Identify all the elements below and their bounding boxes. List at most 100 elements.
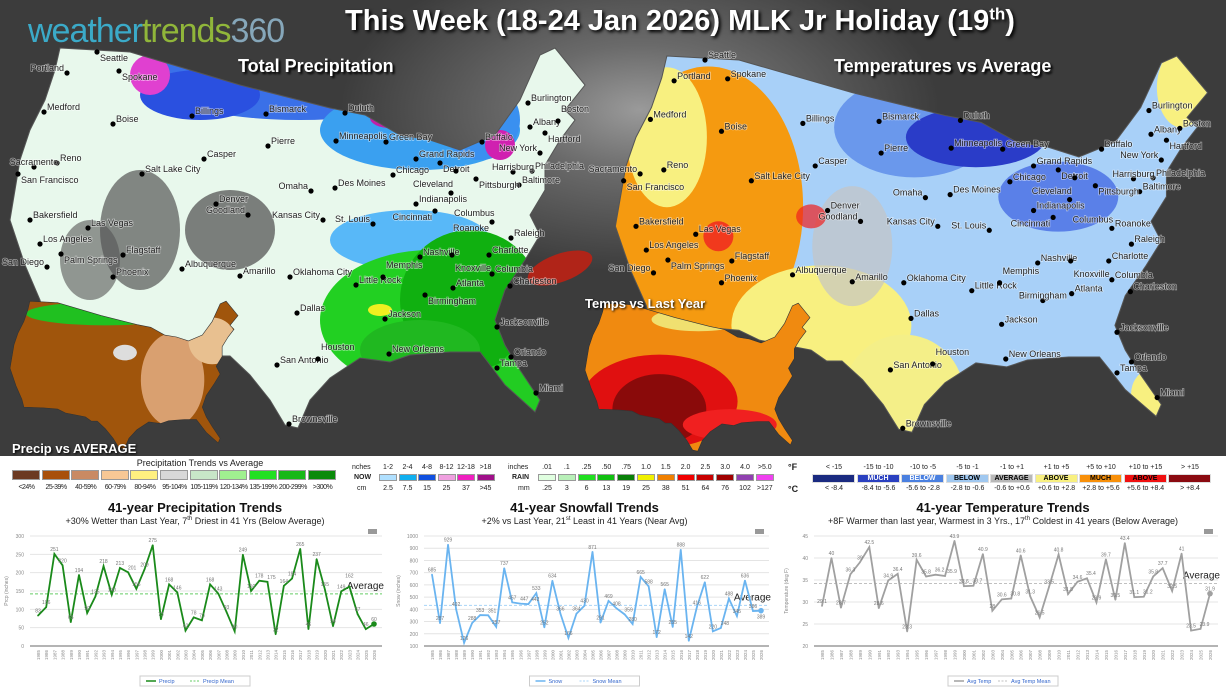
- data-label: 288: [468, 616, 477, 622]
- data-label: 249: [239, 548, 248, 554]
- x-tick-label: 1987: [446, 650, 451, 661]
- y-tick-label: 35: [802, 578, 808, 584]
- data-point: [1207, 590, 1213, 597]
- data-point: [744, 579, 746, 582]
- city-dot: [353, 282, 359, 288]
- snow-inches-label: 4-8: [421, 464, 433, 471]
- city-label: Goodland: [206, 205, 245, 215]
- x-tick-label: 1994: [905, 650, 910, 661]
- x-tick-label: 1990: [77, 650, 82, 661]
- rain-mm-label: 64: [701, 485, 710, 492]
- data-point: [1057, 553, 1060, 556]
- x-tick-label: 1993: [102, 650, 107, 661]
- x-tick-label: 2006: [599, 650, 604, 661]
- data-label: 54: [330, 619, 336, 625]
- temp-f-range: -1 to +1: [1000, 464, 1024, 471]
- legend-swatch: [248, 470, 277, 480]
- menu-icon[interactable]: [368, 529, 377, 534]
- city-label: Los Angeles: [649, 240, 699, 250]
- city-label: Albuquerque: [796, 265, 847, 275]
- legend-series-label[interactable]: Snow: [549, 679, 563, 685]
- data-point: [887, 579, 890, 582]
- data-label: 35.9: [947, 569, 957, 575]
- rain-mm-label: 38: [661, 485, 670, 492]
- data-point: [591, 550, 594, 553]
- legend-mean-label[interactable]: Snow Mean: [593, 679, 622, 685]
- data-label: 280: [628, 617, 637, 623]
- city-dot: [1030, 163, 1037, 169]
- data-label: 39.6: [912, 553, 922, 559]
- data-point: [274, 633, 277, 636]
- snow-cm-label: 7.5: [402, 485, 413, 492]
- x-tick-label: 2003: [990, 650, 995, 661]
- menu-icon[interactable]: [1204, 529, 1213, 534]
- city-dot: [671, 78, 677, 84]
- city-dot: [510, 169, 516, 175]
- y-axis-label: Temperature (deg F): [784, 568, 790, 614]
- city-dot: [417, 254, 423, 260]
- legend-series-label[interactable]: Avg Temp: [967, 679, 991, 685]
- temp-f-label: °F: [788, 462, 798, 472]
- city-dot: [661, 167, 667, 173]
- data-point: [45, 606, 47, 608]
- precip-map-title: Total Precipitation: [238, 56, 394, 76]
- map-color-region: [1156, 56, 1207, 128]
- city-label: Des Moines: [953, 185, 1001, 195]
- data-label: 36.2: [935, 568, 945, 574]
- legend-swatch: [219, 470, 248, 480]
- data-point: [728, 597, 730, 600]
- data-label: 685: [428, 568, 437, 574]
- data-point: [495, 626, 497, 628]
- x-tick-label: 2004: [582, 650, 587, 661]
- data-point: [1067, 593, 1069, 595]
- data-label: 194: [75, 568, 84, 574]
- temp-c-range: -2.8 to -0.6: [950, 485, 985, 492]
- data-label: 23.5: [1186, 624, 1196, 630]
- data-label: 36.3: [846, 567, 856, 573]
- data-point: [119, 567, 121, 569]
- data-point: [184, 629, 187, 632]
- data-label: 135: [91, 590, 100, 596]
- y-tick-label: 800: [410, 558, 419, 564]
- city-dot: [1098, 146, 1105, 152]
- rain-inches-label: 3.0: [720, 464, 731, 471]
- city-label: Cincinnati: [392, 212, 432, 222]
- temp-swatch-text: AVERAGE: [994, 475, 1029, 482]
- city-label: Billings: [195, 106, 224, 116]
- rain-swatch: [716, 474, 735, 481]
- data-label: 34.9: [883, 573, 893, 579]
- data-point: [1133, 596, 1136, 598]
- x-tick-label: 2025: [364, 650, 369, 661]
- city-dot: [380, 274, 386, 280]
- menu-icon[interactable]: [755, 529, 764, 534]
- legend-mean-label[interactable]: Precip Mean: [203, 679, 234, 685]
- data-point: [176, 591, 179, 594]
- subtitle-text: +2% vs Last Year, 21: [481, 516, 566, 526]
- legend-mean-label[interactable]: Avg Temp Mean: [1011, 679, 1051, 685]
- data-point: [299, 548, 302, 550]
- data-label: 430: [580, 599, 589, 605]
- precip-map-cities: Seattle Spokane Portland Medford Boise Billin…: [1, 49, 590, 427]
- legend-swatch: [160, 470, 188, 480]
- snow-swatch: [457, 474, 475, 481]
- legend-series-label[interactable]: Precip: [159, 679, 175, 685]
- city-dot: [383, 139, 389, 145]
- x-tick-label: 1991: [85, 650, 90, 661]
- data-point: [1161, 567, 1164, 569]
- data-point: [821, 605, 823, 607]
- title-main: This Week (18-24 Jan 2026) MLK Jr Holida…: [345, 4, 990, 37]
- x-tick-label: 1986: [438, 650, 443, 661]
- logo-part: weather: [28, 12, 143, 50]
- data-label: 408: [612, 601, 621, 607]
- x-tick-label: 1986: [44, 650, 49, 661]
- data-point: [720, 627, 722, 629]
- data-label: 23.9: [1200, 622, 1210, 628]
- data-label: 175: [267, 575, 276, 581]
- city-dot: [41, 109, 47, 115]
- city-label: Las Vegas: [91, 218, 134, 228]
- data-label: 43.9: [950, 534, 960, 540]
- city-dot: [139, 171, 145, 177]
- data-point: [1171, 590, 1173, 592]
- data-label: 168: [206, 577, 215, 583]
- city-label: Seattle: [708, 50, 736, 60]
